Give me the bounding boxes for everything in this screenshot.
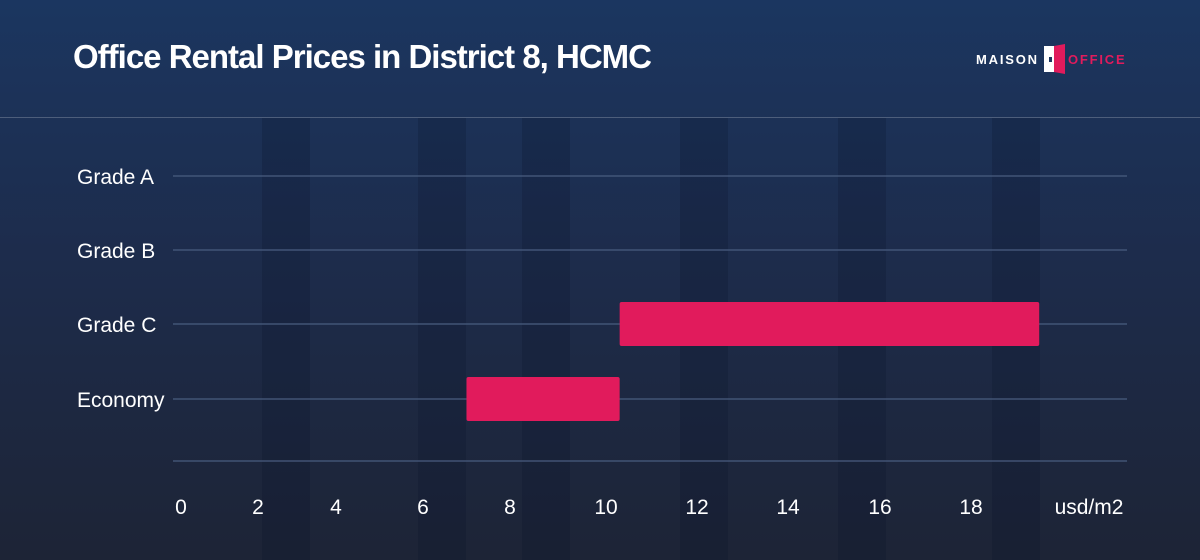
x-tick-label: 6 (417, 496, 429, 519)
x-tick-label: 16 (868, 496, 891, 519)
x-tick-label: 2 (252, 496, 264, 519)
range-bar (466, 377, 620, 421)
category-label: Grade B (77, 240, 155, 263)
category-label: Economy (77, 389, 165, 412)
logo-text-maison: MAISON (976, 52, 1039, 67)
range-bar (619, 302, 1040, 346)
x-tick-label: 0 (175, 496, 187, 519)
page-title: Office Rental Prices in District 8, HCMC (73, 38, 652, 75)
x-axis-unit-label: usd/m2 (1055, 496, 1124, 519)
category-label: Grade C (77, 314, 156, 337)
header-divider (0, 117, 1200, 118)
x-tick-label: 4 (330, 496, 342, 519)
x-tick-label: 8 (504, 496, 516, 519)
category-label: Grade A (77, 166, 154, 189)
door-logo-icon (1044, 44, 1065, 74)
header: Office Rental Prices in District 8, HCMC… (0, 0, 1200, 117)
x-tick-label: 10 (594, 496, 617, 519)
x-tick-label: 14 (776, 496, 800, 519)
x-tick-label: 18 (959, 496, 982, 519)
logo-text-office: OFFICE (1068, 52, 1127, 67)
background-band (262, 118, 310, 560)
background-band (418, 118, 466, 560)
x-tick-label: 12 (685, 496, 708, 519)
background-band (522, 118, 570, 560)
